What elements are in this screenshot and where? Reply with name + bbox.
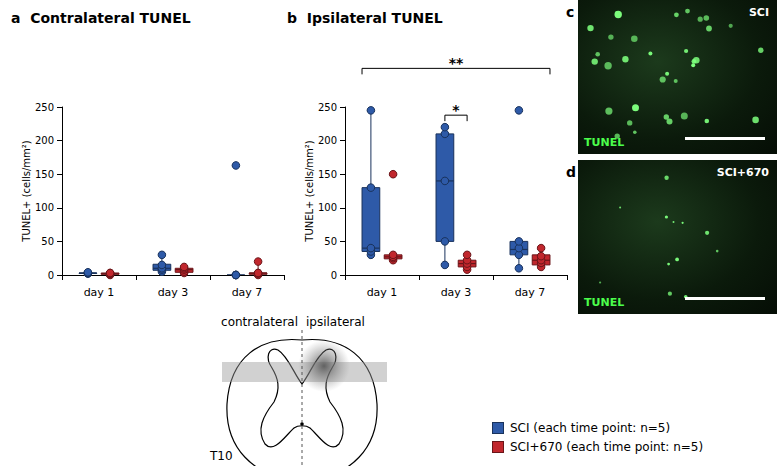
svg-text:day 7: day 7 bbox=[515, 286, 546, 299]
svg-text:200: 200 bbox=[318, 135, 337, 146]
svg-text:100: 100 bbox=[35, 202, 54, 213]
svg-text:100: 100 bbox=[318, 202, 337, 213]
svg-text:200: 200 bbox=[35, 135, 54, 146]
html-text:d: d bbox=[566, 164, 576, 180]
svg-text:day 1: day 1 bbox=[367, 286, 398, 299]
svg-text:**: ** bbox=[449, 55, 464, 71]
svg-text:day 7: day 7 bbox=[232, 286, 263, 299]
svg-text:a Contralateral TUNEL: a Contralateral TUNEL bbox=[11, 10, 191, 26]
html-text:SCI+670 (each time point: n=5): SCI+670 (each time point: n=5) bbox=[510, 439, 704, 454]
svg-text:contralateral: contralateral bbox=[221, 315, 298, 329]
svg-text:150: 150 bbox=[318, 169, 337, 180]
svg-text:*: * bbox=[452, 102, 460, 118]
html-text:SCI: SCI bbox=[748, 6, 769, 19]
svg-text:ipsilateral: ipsilateral bbox=[306, 315, 365, 329]
svg-text:day 3: day 3 bbox=[441, 286, 472, 299]
svg-text:250: 250 bbox=[35, 102, 54, 113]
svg-text:day 1: day 1 bbox=[84, 286, 115, 299]
svg-text:50: 50 bbox=[41, 236, 54, 247]
svg-text:150: 150 bbox=[35, 169, 54, 180]
html-text:SCI+670: SCI+670 bbox=[716, 166, 769, 179]
svg-text:0: 0 bbox=[331, 270, 337, 281]
svg-text:b Ipsilateral TUNEL: b Ipsilateral TUNEL bbox=[287, 10, 443, 26]
html-text:TUNEL: TUNEL bbox=[584, 136, 625, 149]
svg-text:TUNEL+ (cells/mm²): TUNEL+ (cells/mm²) bbox=[21, 140, 32, 243]
svg-text:50: 50 bbox=[324, 236, 337, 247]
svg-text:250: 250 bbox=[318, 102, 337, 113]
html-text:TUNEL: TUNEL bbox=[584, 296, 625, 309]
html-text:c: c bbox=[566, 4, 575, 20]
svg-text:TUNEL+ (cells/mm²): TUNEL+ (cells/mm²) bbox=[304, 140, 315, 243]
svg-text:day 3: day 3 bbox=[158, 286, 189, 299]
html-text:SCI (each time point: n=5): SCI (each time point: n=5) bbox=[510, 420, 671, 435]
svg-text:0: 0 bbox=[48, 270, 54, 281]
svg-text:T10: T10 bbox=[209, 449, 233, 463]
